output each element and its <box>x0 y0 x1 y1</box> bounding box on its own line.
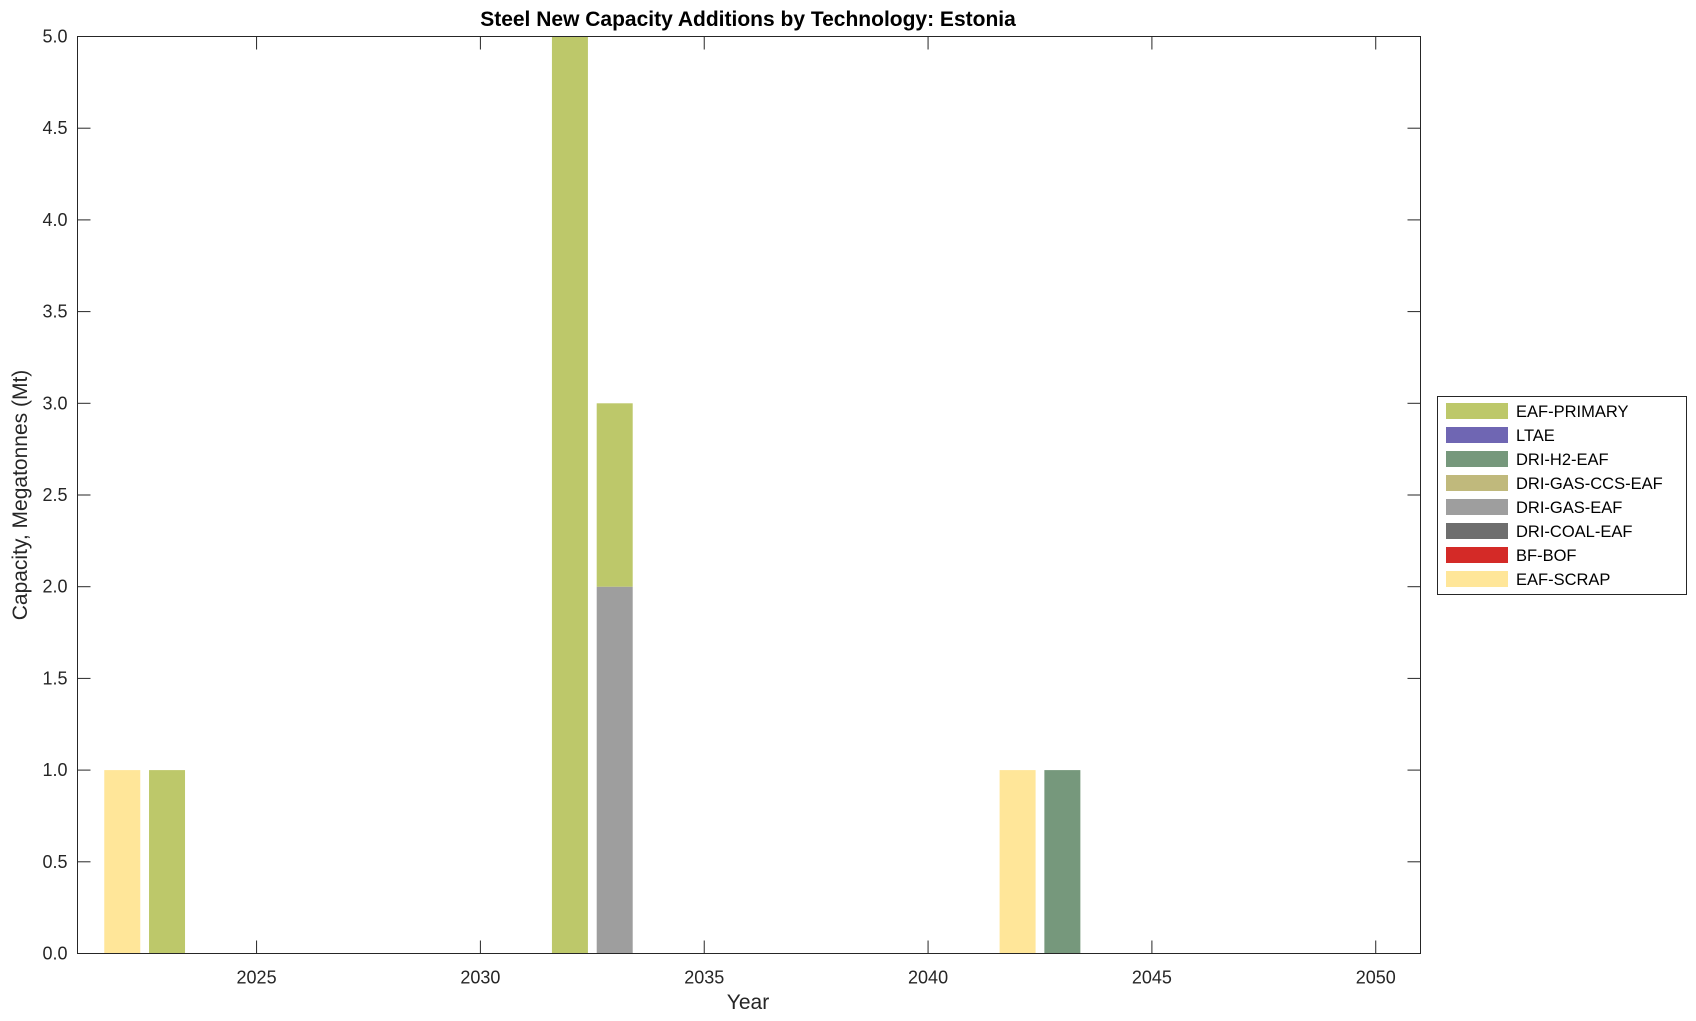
legend-label-ltae: LTAE <box>1516 427 1555 445</box>
legend-swatch-ltae <box>1446 427 1508 443</box>
x-tick-label: 2045 <box>1132 968 1172 988</box>
legend-label-dri-coal-eaf: DRI-COAL-EAF <box>1516 523 1632 541</box>
bars-group <box>104 36 1081 954</box>
y-tick-label: 5.0 <box>42 27 67 47</box>
y-axis: 0.0 0.5 1.0 1.5 2.0 2.5 3.0 3.5 4.0 4.5 5.0 <box>42 27 1421 964</box>
x-tick-label: 2025 <box>237 968 277 988</box>
y-tick-label: 1.5 <box>42 668 67 688</box>
legend-swatch-bf-bof <box>1446 547 1508 563</box>
legend: EAF-PRIMARY LTAE DRI-H2-EAF DRI-GAS-CCS-EAF… <box>1437 396 1687 595</box>
x-tick-label: 2035 <box>684 968 724 988</box>
bar-eaf-primary-2023 <box>149 770 186 954</box>
y-tick-label: 4.0 <box>42 210 67 230</box>
y-tick-label: 2.0 <box>42 577 67 597</box>
x-axis-label: Year <box>727 991 769 1014</box>
legend-label-dri-gas-ccs-eaf: DRI-GAS-CCS-EAF <box>1516 475 1663 493</box>
x-tick-label: 2040 <box>908 968 948 988</box>
legend-swatch-eaf-scrap <box>1446 571 1508 587</box>
legend-label-dri-h2-eaf: DRI-H2-EAF <box>1516 451 1609 469</box>
y-tick-label: 4.5 <box>42 118 67 138</box>
legend-label-dri-gas-eaf: DRI-GAS-EAF <box>1516 499 1622 517</box>
legend-swatch-eaf-primary <box>1446 403 1508 419</box>
bar-dri-gas-eaf-2033 <box>596 586 633 954</box>
legend-swatch-dri-gas-ccs-eaf <box>1446 475 1508 491</box>
legend-label-eaf-primary: EAF-PRIMARY <box>1516 403 1628 421</box>
bar-eaf-scrap-2042 <box>999 770 1036 954</box>
y-tick-label: 3.0 <box>42 393 67 413</box>
chart-title: Steel New Capacity Additions by Technolo… <box>480 8 1016 31</box>
y-tick-label: 3.5 <box>42 302 67 322</box>
bar-eaf-primary-2033 <box>596 403 633 587</box>
plot-area-frame <box>77 36 1421 954</box>
x-axis: 2025 2030 2035 2040 2045 2050 <box>237 36 1396 988</box>
y-tick-label: 0.5 <box>42 852 67 872</box>
legend-swatch-dri-h2-eaf <box>1446 451 1508 467</box>
y-tick-label: 0.0 <box>42 944 67 964</box>
x-tick-label: 2050 <box>1356 968 1396 988</box>
legend-label-bf-bof: BF-BOF <box>1516 547 1577 565</box>
legend-label-eaf-scrap: EAF-SCRAP <box>1516 571 1610 589</box>
y-tick-label: 1.0 <box>42 760 67 780</box>
bar-dri-h2-eaf-2043 <box>1044 770 1081 954</box>
x-tick-label: 2030 <box>460 968 500 988</box>
y-tick-label: 2.5 <box>42 485 67 505</box>
legend-swatch-dri-coal-eaf <box>1446 523 1508 539</box>
legend-swatch-dri-gas-eaf <box>1446 499 1508 515</box>
bar-eaf-scrap-2022 <box>104 770 141 954</box>
y-axis-label: Capacity, Megatonnes (Mt) <box>9 370 32 621</box>
bar-eaf-primary-2032 <box>551 36 588 954</box>
